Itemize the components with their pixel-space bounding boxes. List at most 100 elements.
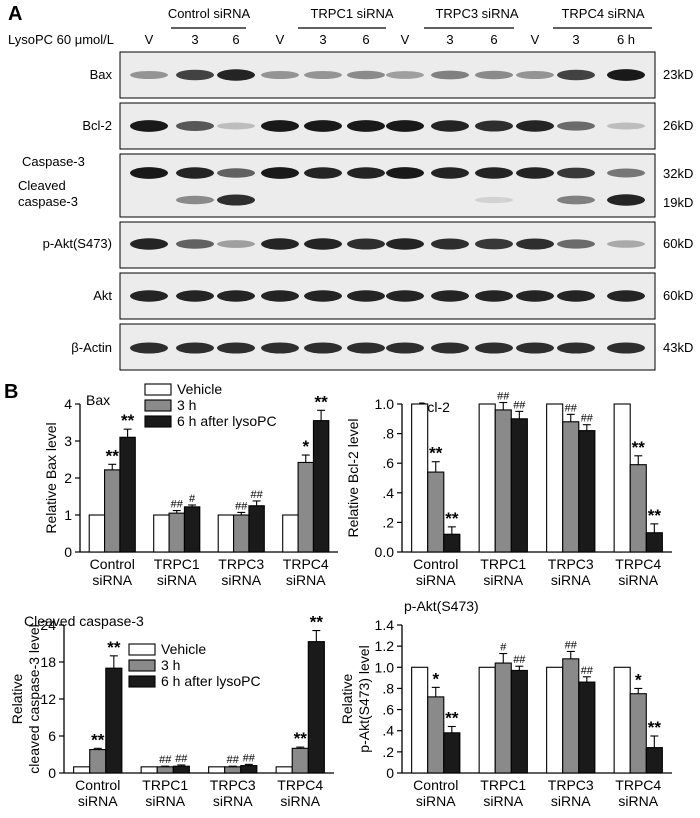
bar: [645, 532, 663, 553]
blot-band: [557, 167, 595, 179]
bar: [478, 403, 496, 553]
bar: [224, 766, 242, 774]
significance-mark: **: [294, 729, 308, 748]
significance-mark: **: [429, 444, 443, 463]
molecular-weight-label: 60kD: [663, 288, 693, 303]
y-tick-label: 1.4: [375, 617, 395, 633]
bar: [427, 471, 445, 553]
significance-mark: ##: [565, 402, 578, 414]
significance-mark: #: [189, 493, 196, 505]
blot-band: [431, 290, 469, 302]
blot-band: [261, 342, 299, 354]
blot-band: [516, 238, 554, 250]
bar: [153, 514, 170, 553]
significance-mark: ##: [497, 391, 510, 403]
significance-mark: ##: [159, 754, 172, 766]
blot-band: [304, 238, 342, 250]
blot-label: Cleaved caspase-3: [18, 178, 78, 209]
significance-mark: ##: [175, 753, 188, 765]
bar: [275, 766, 293, 774]
blot-band: [607, 194, 645, 206]
bar: [105, 667, 123, 774]
blot-band: [386, 167, 424, 179]
x-category-label: TRPC1 siRNA: [142, 777, 188, 809]
blot-band: [475, 120, 513, 132]
bar: [119, 436, 136, 553]
bar: [307, 641, 325, 774]
blot-band: [607, 122, 645, 130]
blot-band: [475, 342, 513, 354]
x-category-label: Control siRNA: [413, 556, 458, 588]
lane-label: 6 h: [617, 32, 635, 47]
group-label: TRPC3 siRNA: [435, 6, 518, 21]
lane-label: 6: [362, 32, 369, 47]
legend-label: 6 h after lysoPC: [161, 673, 261, 689]
significance-mark: ##: [513, 654, 526, 666]
bar: [578, 430, 596, 553]
y-tick-label: 12: [40, 691, 56, 707]
y-tick-label: .2: [382, 514, 394, 530]
blot-band: [516, 290, 554, 302]
bar: [494, 662, 512, 774]
bar: [427, 696, 445, 774]
x-category-label: TRPC4 siRNA: [615, 556, 661, 588]
blot-band: [347, 120, 385, 132]
significance-mark: **: [632, 438, 646, 457]
y-tick-label: .8: [382, 426, 394, 442]
significance-mark: ##: [565, 639, 578, 651]
y-axis-label: Relativep-Akt(S473) level: [339, 645, 372, 752]
blot-band: [557, 121, 595, 131]
panel-b-letter: B: [4, 381, 18, 403]
blot-band: [130, 120, 168, 132]
group-label: Control siRNA: [168, 6, 251, 21]
blot-band: [475, 196, 513, 204]
blot-band: [607, 69, 645, 81]
blot-band: [516, 342, 554, 354]
y-axis-label: Relativecleaved caspase-3 level: [9, 624, 42, 773]
blot-band: [557, 290, 595, 302]
y-tick-label: .6: [382, 455, 394, 471]
chart-title: p-Akt(S473): [404, 598, 479, 614]
x-category-label: TRPC3 siRNA: [218, 556, 264, 588]
lane-labels: V 3 6 V 3 6 V 3 6 V 3 6 h: [145, 32, 635, 47]
significance-mark: *: [432, 669, 439, 688]
significance-mark: ##: [513, 399, 526, 411]
significance-mark: ##: [581, 665, 594, 677]
western-blots: Bax 23kD Bcl-2 26kD Caspase-3 32kD Cleaved casp…: [18, 51, 693, 371]
panel-a-letter: A: [8, 3, 22, 25]
bar: [248, 505, 265, 553]
significance-mark: ##: [243, 752, 256, 764]
blot-band: [176, 121, 214, 131]
y-tick-label: 24: [40, 617, 56, 633]
blot-band: [347, 70, 385, 80]
blot-band: [386, 290, 424, 302]
x-category-label: TRPC1 siRNA: [154, 556, 200, 588]
y-tick-label: 3: [64, 433, 72, 449]
blot-band: [516, 167, 554, 179]
chart-title: Cleaved caspase-3: [24, 613, 144, 629]
x-category-label: Control siRNA: [90, 556, 135, 588]
significance-mark: ##: [581, 413, 594, 425]
bar: [156, 766, 174, 774]
bar: [291, 747, 309, 774]
x-category-label: TRPC4 siRNA: [615, 777, 661, 809]
blot-band: [475, 290, 513, 302]
x-category-label: TRPC4 siRNA: [277, 777, 323, 809]
bar: [217, 514, 235, 553]
lane-label: V: [401, 32, 410, 47]
molecular-weight-label: 26kD: [663, 118, 693, 133]
y-tick-label: 18: [40, 654, 56, 670]
legend-swatch: [144, 415, 172, 428]
blot-label: Caspase-3: [22, 154, 85, 169]
blot-band: [431, 70, 469, 80]
blot-band: [176, 69, 214, 81]
lane-label: 3: [572, 32, 579, 47]
bar: [411, 666, 429, 774]
blot-label: Bcl-2: [82, 118, 112, 133]
y-tick-label: 2: [64, 470, 72, 486]
lane-label: 6: [490, 32, 497, 47]
bar: [443, 533, 461, 553]
x-category-label: TRPC3 siRNA: [210, 777, 256, 809]
